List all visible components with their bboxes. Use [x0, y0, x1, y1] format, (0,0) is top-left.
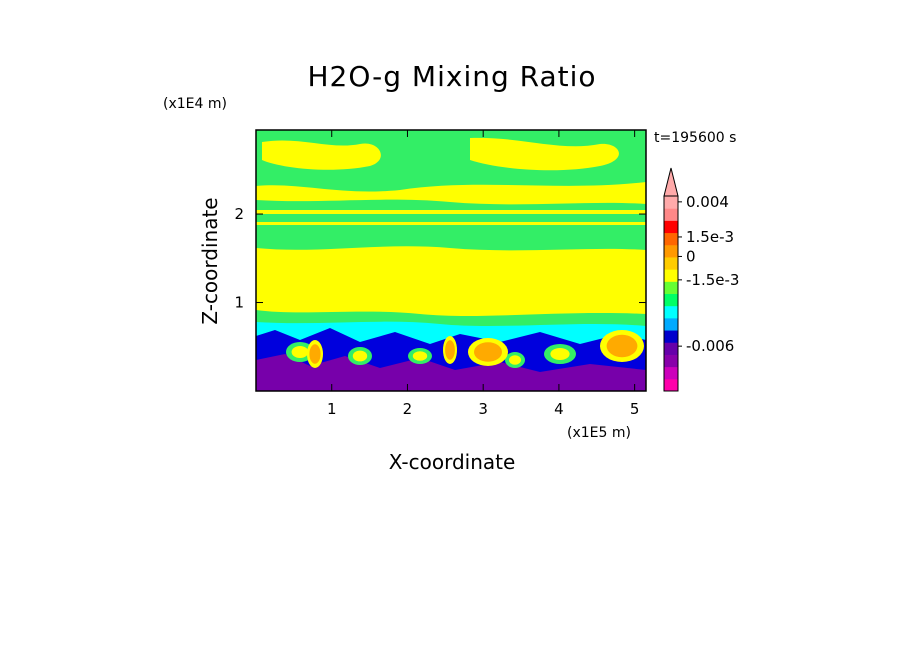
contour-cell — [352, 350, 368, 362]
colorbar-arrow — [663, 167, 679, 197]
y-multiplier: (x1E4 m) — [163, 96, 227, 112]
colorbar-swatch — [664, 269, 678, 282]
colorbar-swatch — [664, 342, 678, 355]
colorbar-swatch — [664, 244, 678, 258]
x-tick-label: 1 — [327, 400, 337, 418]
contour-band — [256, 222, 646, 225]
chart-title: H2O-g Mixing Ratio — [307, 60, 596, 93]
x-tick-label: 2 — [403, 400, 413, 418]
x-tick-label: 5 — [630, 400, 640, 418]
x-tick-label: 3 — [478, 400, 488, 418]
contour-band — [256, 210, 646, 214]
colorbar-swatch — [664, 281, 678, 294]
colorbar-swatch — [664, 354, 678, 368]
contour-plot — [256, 130, 646, 391]
contour-cell — [474, 342, 502, 362]
colorbar-swatch — [664, 378, 678, 392]
colorbar-label: 1.5e-3 — [686, 228, 734, 246]
contour-cell — [412, 351, 428, 361]
colorbar-swatch — [664, 208, 678, 221]
colorbar-swatch — [664, 256, 678, 270]
colorbar-frame — [663, 195, 679, 392]
y-tick-label: 2 — [234, 205, 244, 223]
colorbar-swatch — [664, 330, 678, 343]
colorbar-labels: 0.004 1.5e-30 -1.5e-3 -0.006 — [678, 193, 739, 355]
contour-band — [470, 137, 619, 171]
contour-cell — [309, 344, 321, 364]
colorbar-swatch — [664, 232, 678, 246]
colorbar — [663, 167, 679, 392]
x-axis-label: X-coordinate — [389, 450, 516, 474]
colorbar-swatch — [664, 305, 678, 319]
y-axis: 12 — [234, 205, 646, 312]
contour-cell — [606, 334, 638, 358]
x-multiplier: (x1E5 m) — [567, 425, 631, 441]
colorbar-label: -0.006 — [686, 337, 734, 355]
colorbar-label: 0.004 — [686, 193, 729, 211]
x-tick-label: 4 — [554, 400, 564, 418]
colorbar-swatch — [664, 196, 678, 209]
time-label: t=195600 s — [654, 130, 736, 146]
plot-frame — [255, 129, 647, 392]
x-axis: 1 2 3 4 5 — [327, 130, 639, 418]
colorbar-swatch — [664, 366, 678, 380]
y-axis-label: Z-coordinate — [198, 197, 222, 324]
contour-cell — [550, 348, 570, 360]
colorbar-swatch — [664, 317, 678, 331]
contour-cell — [445, 340, 455, 360]
contour-band — [262, 140, 381, 170]
contour-cell — [291, 346, 309, 358]
colorbar-label: 0 — [686, 247, 696, 265]
colorbar-swatch — [664, 293, 678, 307]
contour-cell — [509, 355, 521, 365]
colorbar-label: -1.5e-3 — [686, 271, 739, 289]
y-tick-label: 1 — [234, 294, 244, 312]
colorbar-swatch — [664, 220, 678, 234]
